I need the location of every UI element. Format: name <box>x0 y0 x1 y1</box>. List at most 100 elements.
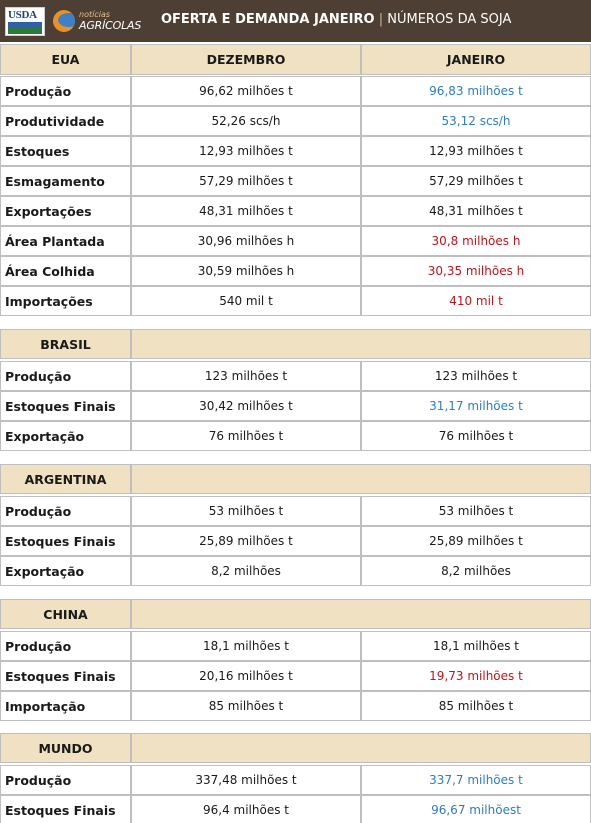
section-title: MUNDO <box>0 733 131 763</box>
column-header-december: DEZEMBRO <box>131 44 361 75</box>
section-header-fill <box>131 329 591 359</box>
january-value: 76 milhões t <box>361 421 591 451</box>
table-row: Estoques Finais 25,89 milhões t 25,89 milh… <box>0 526 591 556</box>
table-row: Produção 123 milhões t 123 milhões t <box>0 361 591 391</box>
january-value: 57,29 milhões t <box>361 166 591 196</box>
section-header-fill <box>131 733 591 763</box>
december-value: 18,1 milhões t <box>131 631 361 661</box>
table-row: Estoques Finais 96,4 milhões t 96,67 milhõ… <box>0 795 591 823</box>
january-value: 53 milhões t <box>361 496 591 526</box>
december-value: 96,4 milhões t <box>131 795 361 823</box>
december-value: 337,48 milhões t <box>131 765 361 795</box>
page-header: USDA notícias AGRÍCOLAS OFERTA E DEMANDA… <box>0 0 591 42</box>
january-value: 96,67 milhõest <box>361 795 591 823</box>
table-row: Importação 85 milhões t 85 milhões t <box>0 691 591 721</box>
january-value: 96,83 milhões t <box>361 76 591 106</box>
january-value: 31,17 milhões t <box>361 391 591 421</box>
usda-logo-emblem <box>8 22 42 34</box>
january-value: 48,31 milhões t <box>361 196 591 226</box>
table-row: Estoques Finais 20,16 milhões t 19,73 milh… <box>0 661 591 691</box>
section-header-fill <box>131 599 591 629</box>
january-value: 53,12 scs/h <box>361 106 591 136</box>
row-label: Esmagamento <box>0 166 131 196</box>
december-value: 20,16 milhões t <box>131 661 361 691</box>
january-value: 30,8 milhões h <box>361 226 591 256</box>
january-value: 337,7 milhões t <box>361 765 591 795</box>
december-value: 30,59 milhões h <box>131 256 361 286</box>
table-row: Produção 53 milhões t 53 milhões t <box>0 496 591 526</box>
table-row: Estoques 12,93 milhões t 12,93 milhões t <box>0 136 591 166</box>
january-value: 30,35 milhões h <box>361 256 591 286</box>
globe-icon <box>53 10 75 32</box>
usda-logo: USDA <box>5 7 45 36</box>
row-label: Produção <box>0 765 131 795</box>
section-header-brasil: BRASIL <box>0 329 591 359</box>
page-title: OFERTA E DEMANDA JANEIRO | NÚMEROS DA SO… <box>161 12 511 27</box>
column-header-region: EUA <box>0 44 131 75</box>
section-header-china: CHINA <box>0 599 591 629</box>
january-value: 410 mil t <box>361 286 591 316</box>
december-value: 57,29 milhões t <box>131 166 361 196</box>
row-label: Importações <box>0 286 131 316</box>
table-row: Produção 96,62 milhões t 96,83 milhões t <box>0 76 591 106</box>
table-row: Estoques Finais 30,42 milhões t 31,17 milh… <box>0 391 591 421</box>
december-value: 25,89 milhões t <box>131 526 361 556</box>
december-value: 8,2 milhões <box>131 556 361 586</box>
table-row: Produção 18,1 milhões t 18,1 milhões t <box>0 631 591 661</box>
section-title: CHINA <box>0 599 131 629</box>
january-value: 25,89 milhões t <box>361 526 591 556</box>
row-label: Produção <box>0 76 131 106</box>
table-row: Exportações 48,31 milhões t 48,31 milhões … <box>0 196 591 226</box>
logo-big-text: AGRÍCOLAS <box>79 19 142 32</box>
row-label: Produtividade <box>0 106 131 136</box>
title-main: OFERTA E DEMANDA JANEIRO <box>161 12 375 27</box>
section-header-fill <box>131 464 591 494</box>
row-label: Área Plantada <box>0 226 131 256</box>
row-label: Exportação <box>0 556 131 586</box>
table-header-row: EUA DEZEMBRO JANEIRO <box>0 44 591 75</box>
december-value: 53 milhões t <box>131 496 361 526</box>
table-row: Importações 540 mil t 410 mil t <box>0 286 591 316</box>
row-label: Área Colhida <box>0 256 131 286</box>
december-value: 76 milhões t <box>131 421 361 451</box>
table-row: Exportação 76 milhões t 76 milhões t <box>0 421 591 451</box>
table-row: Exportação 8,2 milhões 8,2 milhões <box>0 556 591 586</box>
row-label: Exportação <box>0 421 131 451</box>
december-value: 30,42 milhões t <box>131 391 361 421</box>
section-header-argentina: ARGENTINA <box>0 464 591 494</box>
section-header-mundo: MUNDO <box>0 733 591 763</box>
december-value: 96,62 milhões t <box>131 76 361 106</box>
table-row: Área Colhida 30,59 milhões h 30,35 milhões… <box>0 256 591 286</box>
january-value: 18,1 milhões t <box>361 631 591 661</box>
row-label: Estoques <box>0 136 131 166</box>
table-row: Área Plantada 30,96 milhões h 30,8 milhões… <box>0 226 591 256</box>
january-value: 12,93 milhões t <box>361 136 591 166</box>
december-value: 123 milhões t <box>131 361 361 391</box>
column-header-january: JANEIRO <box>361 44 591 75</box>
december-value: 540 mil t <box>131 286 361 316</box>
title-separator: | <box>378 12 384 27</box>
row-label: Estoques Finais <box>0 391 131 421</box>
row-label: Estoques Finais <box>0 795 131 823</box>
row-label: Importação <box>0 691 131 721</box>
row-label: Produção <box>0 631 131 661</box>
usda-logo-text: USDA <box>8 9 37 21</box>
december-value: 30,96 milhões h <box>131 226 361 256</box>
january-value: 123 milhões t <box>361 361 591 391</box>
row-label: Estoques Finais <box>0 661 131 691</box>
section-title: ARGENTINA <box>0 464 131 494</box>
table-row: Esmagamento 57,29 milhões t 57,29 milhões … <box>0 166 591 196</box>
january-value: 85 milhões t <box>361 691 591 721</box>
section-title: BRASIL <box>0 329 131 359</box>
logo-small-text: notícias <box>79 10 111 19</box>
table-row: Produção 337,48 milhões t 337,7 milhões t <box>0 765 591 795</box>
january-value: 19,73 milhões t <box>361 661 591 691</box>
title-subtitle: NÚMEROS DA SOJA <box>387 12 512 27</box>
december-value: 85 milhões t <box>131 691 361 721</box>
december-value: 12,93 milhões t <box>131 136 361 166</box>
noticias-agricolas-logo: notícias AGRÍCOLAS <box>53 9 141 35</box>
row-label: Estoques Finais <box>0 526 131 556</box>
table-row: Produtividade 52,26 scs/h 53,12 scs/h <box>0 106 591 136</box>
row-label: Produção <box>0 361 131 391</box>
row-label: Produção <box>0 496 131 526</box>
